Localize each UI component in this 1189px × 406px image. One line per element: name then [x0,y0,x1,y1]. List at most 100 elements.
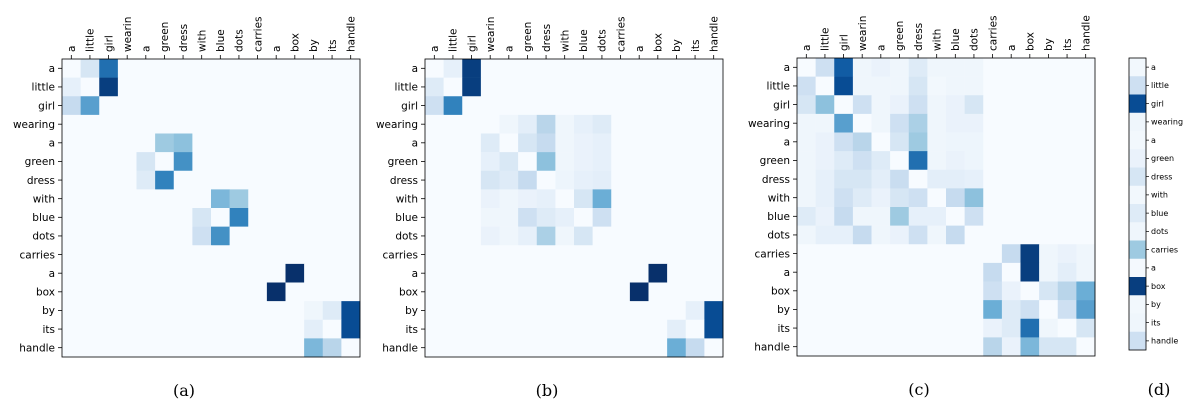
heatmap-cell [248,226,268,246]
heatmap-cell [80,133,100,153]
y-tick-label: blue [32,212,55,224]
heatmap-cell [518,263,538,283]
heatmap-cell [797,207,816,226]
heatmap-cell [266,77,286,97]
x-tick-label: girl [838,34,850,51]
heatmap-cell [99,301,119,321]
heatmap-cell [908,337,928,357]
heatmap-cell [155,282,175,302]
x-tick-label: a [801,45,813,51]
heatmap-cell [1057,262,1077,282]
heatmap-cell [1039,281,1059,301]
colorbar-segment [1129,204,1146,223]
heatmap-cell [964,76,984,96]
heatmap-cell [1076,318,1096,338]
heatmap-cell [62,114,81,134]
heatmap-cell [555,170,575,190]
heatmap-cell [99,208,119,227]
heatmap-cell [518,319,538,339]
y-tick-label: its [405,324,418,336]
y-tick-label: handle [19,342,55,354]
heatmap-cell [211,245,230,265]
heatmap-cell [1076,76,1096,96]
heatmap-cell [648,263,668,283]
heatmap-cell [852,113,872,133]
heatmap-cell [704,170,724,190]
heatmap-cell [304,96,324,116]
heatmap-cell [248,59,268,78]
heatmap-cell [685,226,705,246]
heatmap-cell [890,58,910,77]
heatmap-cell [536,77,556,97]
heatmap-cell [136,319,156,339]
heatmap-cell [908,318,928,338]
heatmap-cell [443,189,463,209]
heatmap-cell [322,152,342,172]
heatmap-cell [304,114,324,134]
heatmap-cell [667,245,687,265]
heatmap-cell [341,282,361,302]
heatmap-cell [927,188,947,208]
panel-caption: (c) [908,380,929,399]
heatmap-cell [574,245,593,265]
heatmap-cell [425,152,444,172]
heatmap-cell [815,132,835,152]
heatmap-cell [983,337,1003,357]
x-tick-label: little [85,29,97,52]
heatmap-cell [815,244,835,264]
heatmap-cell [667,59,687,78]
heatmap-cell [80,189,100,209]
heatmap-cell [341,152,361,172]
heatmap-cell [518,189,538,209]
panel-caption: (d) [1148,380,1171,399]
heatmap-cell [425,226,444,246]
heatmap-cell [574,301,593,321]
heatmap-cell [192,114,212,134]
heatmap-cell [155,77,175,97]
heatmap-cell [648,59,668,78]
heatmap-cell [304,245,324,265]
heatmap-cell [173,114,193,134]
heatmap-cell [983,169,1003,189]
heatmap-cell [946,207,965,226]
heatmap-cell [1039,151,1059,171]
heatmap-cell [248,319,268,339]
heatmap-cell [592,263,612,283]
heatmap-cell [927,95,947,115]
colorbar-segment [1129,313,1146,333]
heatmap-cell [99,59,119,78]
heatmap-cell [173,96,193,116]
x-tick-label: handle [345,16,357,52]
heatmap-cell [871,76,891,96]
heatmap-cell [1039,225,1059,245]
heatmap-cell [285,152,305,172]
heatmap-cell [890,300,910,320]
heatmap-cell [1057,244,1077,264]
heatmap-cell [155,226,175,246]
heatmap-cell [304,152,324,172]
heatmap-cell [834,262,854,282]
heatmap-cell [229,77,249,97]
heatmap-cell [834,225,854,245]
y-tick-label: girl [401,100,418,112]
x-tick-label: little [820,28,832,51]
heatmap-cell [322,263,342,283]
y-tick-label: green [25,156,55,168]
colorbar-tick-label: dots [1151,227,1168,236]
heatmap-cell [266,96,286,116]
heatmap-cell [574,208,593,227]
heatmap-cell [834,300,854,320]
heatmap-cell [192,59,212,78]
heatmap-cell [964,244,984,264]
heatmap-cell [611,208,631,227]
x-tick-label: girl [103,35,115,52]
heatmap-cell [667,96,687,116]
heatmap-cell [574,152,593,172]
heatmap-cell [443,208,463,227]
heatmap-cell [667,226,687,246]
heatmap-cell [462,319,482,339]
heatmap-cell [629,59,649,78]
heatmap-cell [248,282,268,302]
heatmap-cell [80,96,100,116]
heatmap-cell [1020,188,1040,208]
